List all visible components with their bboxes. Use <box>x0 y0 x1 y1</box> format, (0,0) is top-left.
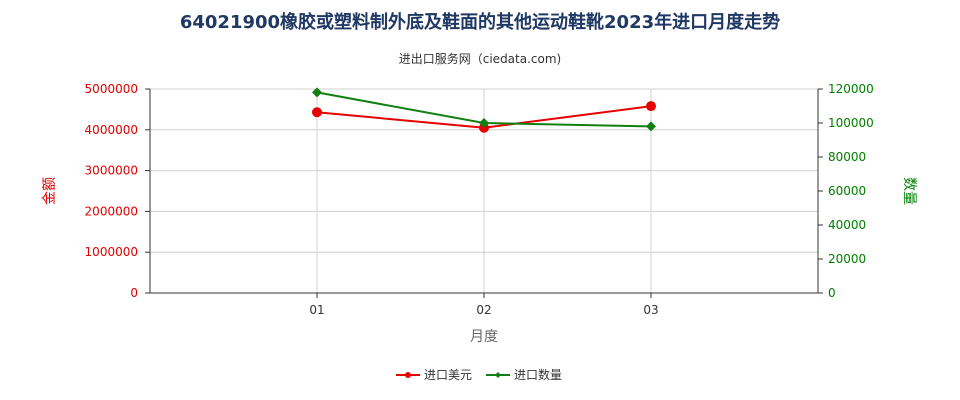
y-right-axis-title: 数量 <box>901 177 917 205</box>
legend-marker <box>495 372 501 378</box>
data-point <box>312 107 322 118</box>
y-left-tick-label: 1000000 <box>85 245 138 259</box>
legend-marker <box>405 372 411 378</box>
data-point <box>479 118 489 128</box>
axes: 0100000020000003000000400000050000000200… <box>42 82 917 345</box>
legend-label: 进口美元 <box>424 368 472 382</box>
y-right-tick-label: 120000 <box>828 82 874 96</box>
x-tick-label: 01 <box>309 303 324 317</box>
y-left-tick-label: 4000000 <box>85 123 138 137</box>
data-point <box>646 121 656 132</box>
y-right-tick-label: 20000 <box>828 252 866 266</box>
y-left-tick-label: 5000000 <box>85 82 138 96</box>
y-right-tick-label: 0 <box>828 286 836 300</box>
x-axis-title: 月度 <box>470 329 498 345</box>
chart-title: 64021900橡胶或塑料制外底及鞋面的其他运动鞋靴2023年进口月度走势 <box>179 12 781 33</box>
series-layer <box>312 87 656 133</box>
legend: 进口美元 进口数量 <box>396 367 562 382</box>
x-tick-label: 03 <box>643 303 658 317</box>
legend-label: 进口数量 <box>514 367 562 382</box>
x-tick-label: 02 <box>476 303 491 317</box>
y-right-tick-label: 80000 <box>828 150 866 164</box>
data-point <box>312 87 322 98</box>
y-left-axis-title: 金额 <box>42 177 58 205</box>
chart-subtitle: 进出口服务网（ciedata.com) <box>398 52 562 66</box>
data-point <box>646 101 656 112</box>
y-left-tick-label: 2000000 <box>85 204 138 218</box>
y-right-tick-label: 60000 <box>828 184 866 198</box>
y-left-tick-label: 0 <box>130 286 138 300</box>
y-left-tick-label: 3000000 <box>85 164 138 178</box>
y-right-tick-label: 100000 <box>828 116 874 130</box>
y-right-tick-label: 40000 <box>828 218 866 232</box>
